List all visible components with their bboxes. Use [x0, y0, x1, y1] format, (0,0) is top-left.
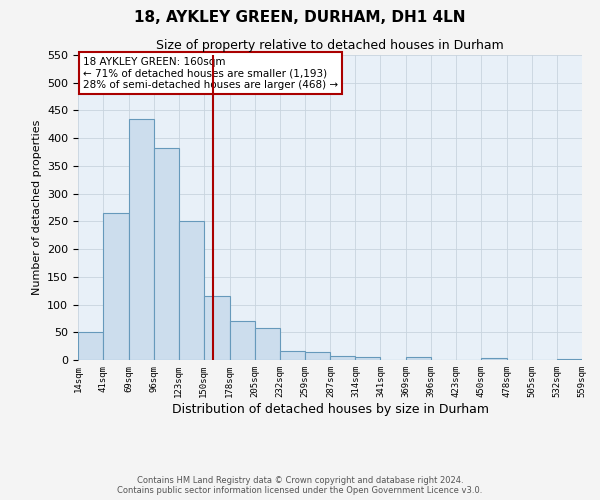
Bar: [179, 222, 204, 360]
Bar: [305, 352, 331, 360]
Bar: [481, 358, 507, 360]
Bar: [280, 351, 305, 360]
Title: Size of property relative to detached houses in Durham: Size of property relative to detached ho…: [156, 40, 504, 52]
Bar: [78, 332, 103, 360]
X-axis label: Distribution of detached houses by size in Durham: Distribution of detached houses by size …: [172, 402, 488, 415]
Text: 18, AYKLEY GREEN, DURHAM, DH1 4LN: 18, AYKLEY GREEN, DURHAM, DH1 4LN: [134, 10, 466, 25]
Text: 18 AYKLEY GREEN: 160sqm
← 71% of detached houses are smaller (1,193)
28% of semi: 18 AYKLEY GREEN: 160sqm ← 71% of detache…: [83, 56, 338, 90]
Bar: [254, 328, 280, 360]
Text: Contains HM Land Registry data © Crown copyright and database right 2024.
Contai: Contains HM Land Registry data © Crown c…: [118, 476, 482, 495]
Bar: [103, 213, 129, 360]
Bar: [230, 321, 254, 360]
Y-axis label: Number of detached properties: Number of detached properties: [32, 120, 41, 295]
Bar: [355, 357, 380, 360]
Bar: [331, 356, 355, 360]
Bar: [154, 148, 179, 360]
Bar: [406, 357, 431, 360]
Bar: [557, 359, 582, 360]
Bar: [204, 296, 230, 360]
Bar: [129, 119, 154, 360]
